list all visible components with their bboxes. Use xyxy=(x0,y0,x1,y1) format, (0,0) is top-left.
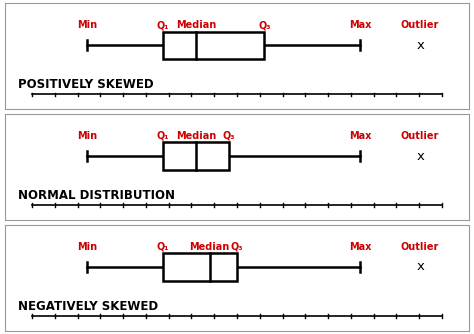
Text: Median: Median xyxy=(190,242,230,252)
Text: x: x xyxy=(416,261,424,274)
Text: Q₁: Q₁ xyxy=(157,131,170,141)
Text: Outlier: Outlier xyxy=(401,242,439,252)
Text: Max: Max xyxy=(349,131,371,141)
Text: Median: Median xyxy=(176,131,216,141)
Text: Q₃: Q₃ xyxy=(231,242,243,252)
Text: Median: Median xyxy=(176,20,216,30)
Text: Q₃: Q₃ xyxy=(258,20,271,30)
Text: Outlier: Outlier xyxy=(401,131,439,141)
Bar xyxy=(163,31,264,59)
Text: Q₁: Q₁ xyxy=(157,20,170,30)
Text: Min: Min xyxy=(77,20,97,30)
Text: x: x xyxy=(416,150,424,163)
Text: Outlier: Outlier xyxy=(401,20,439,30)
Text: Min: Min xyxy=(77,242,97,252)
Text: NEGATIVELY SKEWED: NEGATIVELY SKEWED xyxy=(18,300,158,313)
Text: Max: Max xyxy=(349,20,371,30)
Text: NORMAL DISTRIBUTION: NORMAL DISTRIBUTION xyxy=(18,189,175,202)
Text: Q₃: Q₃ xyxy=(223,131,235,141)
Bar xyxy=(163,253,237,281)
Text: POSITIVELY SKEWED: POSITIVELY SKEWED xyxy=(18,78,154,91)
Text: Q₁: Q₁ xyxy=(157,242,170,252)
Text: Max: Max xyxy=(349,242,371,252)
Text: Min: Min xyxy=(77,131,97,141)
Text: x: x xyxy=(416,39,424,52)
Bar xyxy=(163,142,229,170)
